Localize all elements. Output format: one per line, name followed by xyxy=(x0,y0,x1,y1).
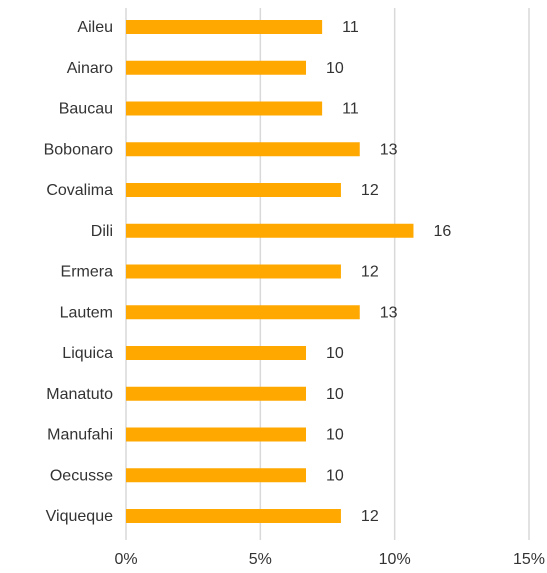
y-tick-label: Manatuto xyxy=(46,386,113,403)
bar xyxy=(126,468,307,483)
bar xyxy=(126,386,307,401)
y-tick-label: Manufahi xyxy=(47,427,113,444)
data-label: 12 xyxy=(361,264,379,281)
x-tick-label: 0% xyxy=(114,551,137,568)
y-tick-label: Lautem xyxy=(60,304,113,321)
y-tick-label: Ermera xyxy=(61,264,114,281)
y-tick-label: Baucau xyxy=(59,101,113,118)
bar xyxy=(126,20,323,34)
bar xyxy=(126,264,341,279)
x-tick-label: 5% xyxy=(249,551,272,568)
data-label: 10 xyxy=(326,60,344,77)
bar xyxy=(126,509,341,523)
data-label: 10 xyxy=(326,386,344,403)
y-tick-label: Dili xyxy=(91,223,113,240)
y-tick-label: Bobonaro xyxy=(44,141,113,158)
data-label: 16 xyxy=(433,223,451,240)
data-label: 10 xyxy=(326,345,344,362)
y-tick-label: Ainaro xyxy=(67,60,113,77)
bar xyxy=(126,101,323,116)
data-label: 11 xyxy=(342,101,359,118)
y-tick-label: Oecusse xyxy=(50,467,113,484)
y-tick-label: Covalima xyxy=(46,182,113,199)
bar xyxy=(126,305,360,320)
bar xyxy=(126,60,307,75)
data-label: 10 xyxy=(326,427,344,444)
data-label: 12 xyxy=(361,182,379,199)
data-label: 11 xyxy=(342,19,359,36)
y-tick-label: Aileu xyxy=(77,19,113,36)
bar xyxy=(126,427,307,442)
data-label: 13 xyxy=(380,304,398,321)
bar xyxy=(126,346,307,360)
bar xyxy=(126,183,341,197)
data-label: 13 xyxy=(380,141,398,158)
bar xyxy=(126,142,360,157)
data-label: 12 xyxy=(361,508,379,525)
bar xyxy=(126,223,414,238)
y-tick-label: Liquica xyxy=(62,345,113,362)
data-label: 10 xyxy=(326,467,344,484)
y-tick-label: Viqueque xyxy=(46,508,113,525)
x-tick-label: 15% xyxy=(513,551,545,568)
x-tick-label: 10% xyxy=(379,551,411,568)
